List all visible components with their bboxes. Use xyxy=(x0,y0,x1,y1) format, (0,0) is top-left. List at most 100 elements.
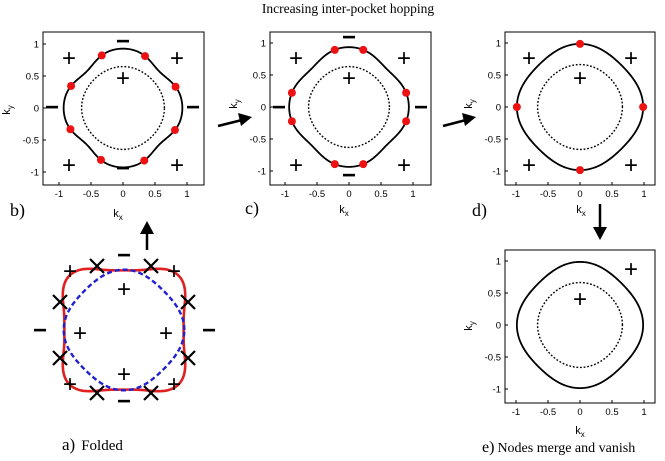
panel-b-sign-plus: + xyxy=(170,152,184,179)
x-tick-label: 1 xyxy=(641,189,646,200)
x-tick-label: 0.5 xyxy=(605,407,618,418)
panel-e-xlabel: kx xyxy=(575,425,585,439)
y-tick-label: 0.5 xyxy=(253,71,266,82)
y-tick-label: 0.5 xyxy=(26,72,39,83)
panel-b-outer-pocket xyxy=(62,47,184,169)
panel-a-sign-plus: + xyxy=(167,258,181,285)
panel-d-xlabel: kx xyxy=(576,204,586,218)
x-tick-label: 0 xyxy=(120,189,125,200)
figure-title: Increasing inter-pocket hopping xyxy=(262,1,434,16)
cross-mark xyxy=(52,350,68,366)
panel-c-sign-minus: − xyxy=(342,24,356,51)
x-tick-label: 1 xyxy=(641,407,646,418)
panel-a-sign-plus: + xyxy=(117,361,131,388)
y-tick-label: -0.5 xyxy=(250,135,266,146)
panel-a-sign-plus: + xyxy=(63,258,77,285)
y-tick-label: -0.5 xyxy=(23,136,39,147)
panel-c-sign-minus: − xyxy=(414,94,428,121)
panel-a-sign-minus: − xyxy=(202,317,216,344)
cross-mark xyxy=(89,385,105,401)
arrow-b-to-c xyxy=(217,113,252,128)
panel-a-crossing-marks xyxy=(52,258,196,401)
panel-a-sign-minus: − xyxy=(33,317,47,344)
panel-d-signs: + + + + + xyxy=(522,45,638,179)
node-point xyxy=(359,160,368,169)
panel-e: -1 -0.5 0 0.5 1 1 0.5 0 -0.5 -1 + + ky kx e) Nodes… xyxy=(463,249,656,456)
panel-c-xlabel: kx xyxy=(339,204,349,218)
panel-d-inner-pocket xyxy=(536,63,624,151)
panel-d-sign-plus: + xyxy=(573,65,587,92)
panel-b-ylabel: ky xyxy=(1,105,15,115)
panel-d-sign-plus: + xyxy=(522,45,536,72)
panel-a-signs: + + + + + + + + + − − − − xyxy=(33,242,216,415)
arrow-d-to-e xyxy=(593,204,607,240)
panel-a-sign-plus: + xyxy=(73,320,87,347)
y-tick-label: -0.5 xyxy=(485,353,501,364)
x-tick-label: -0.5 xyxy=(540,407,556,418)
panel-e-caption: e) Nodes merge and vanish xyxy=(482,439,635,456)
node-point xyxy=(576,39,584,48)
x-tick-label: 0.5 xyxy=(148,189,161,200)
x-tick-label: 1 xyxy=(410,189,415,200)
panel-d-nodes xyxy=(512,39,648,175)
panel-d-sign-plus: + xyxy=(624,152,638,179)
node-point xyxy=(66,125,75,134)
panel-c-sign-minus: − xyxy=(342,162,356,189)
y-tick-label: 0 xyxy=(34,104,39,115)
x-tick-label: -1 xyxy=(55,189,63,200)
panel-b-sign-minus: − xyxy=(45,94,59,121)
node-point xyxy=(330,45,339,54)
cross-mark xyxy=(52,294,68,310)
node-point xyxy=(287,117,296,126)
node-point xyxy=(402,88,411,97)
panel-c-sign-plus: + xyxy=(397,152,411,179)
node-point xyxy=(359,45,368,54)
y-tick-label: -1 xyxy=(493,385,501,396)
panel-d-axes: -1 -0.5 0 0.5 1 1 0.5 0 -0.5 -1 xyxy=(485,39,647,201)
panel-e-signs: + + xyxy=(573,256,638,313)
panel-b-sign-plus: + xyxy=(116,65,130,92)
cross-mark xyxy=(143,385,159,401)
panel-b-sign-minus: − xyxy=(116,155,130,182)
panel-b-sign-plus: + xyxy=(62,152,76,179)
x-tick-label: -1 xyxy=(512,407,520,418)
panel-c-sign-minus: − xyxy=(272,94,286,121)
panel-a-inner-pocket xyxy=(62,268,186,392)
panel-c-sign-plus: + xyxy=(289,45,303,72)
node-point xyxy=(67,81,76,90)
panel-b-xlabel: kx xyxy=(113,208,123,222)
x-tick-label: 1 xyxy=(184,189,189,200)
panel-a-outer-pocket xyxy=(61,267,187,393)
cross-mark xyxy=(180,350,196,366)
x-tick-label: 0.5 xyxy=(605,189,618,200)
node-point xyxy=(512,103,521,111)
panel-c-sign-plus: + xyxy=(289,152,303,179)
y-tick-label: 1 xyxy=(34,40,39,51)
panel-b-sign-plus: + xyxy=(62,45,76,72)
panel-c-label: c) xyxy=(245,198,259,219)
node-point xyxy=(140,156,149,165)
x-tick-label: 0 xyxy=(346,189,351,200)
panel-b-label: b) xyxy=(10,200,25,221)
panel-e-outer-pocket xyxy=(515,260,645,390)
arrow-a-to-b xyxy=(140,221,154,250)
panel-a-sign-plus: + xyxy=(159,320,173,347)
panel-d-sign-plus: + xyxy=(624,45,638,72)
panel-c-inner-pocket xyxy=(307,65,391,149)
panel-a-sign-plus: + xyxy=(167,371,181,398)
panel-e-sign-plus: + xyxy=(624,256,638,283)
panel-d: -1 -0.5 0 0.5 1 1 0.5 0 -0.5 -1 + + + + + ky kx d… xyxy=(463,31,656,221)
panel-b-sign-minus: − xyxy=(116,28,130,55)
panel-a-sign-minus: − xyxy=(117,388,131,415)
panel-c-sign-plus: + xyxy=(342,65,356,92)
panel-a-sign-minus: − xyxy=(117,242,131,269)
y-tick-label: -0.5 xyxy=(485,135,501,146)
panel-b-nodes xyxy=(66,51,180,165)
panel-d-sign-plus: + xyxy=(522,152,536,179)
y-tick-label: 0.5 xyxy=(488,71,501,82)
node-point xyxy=(170,126,179,135)
panel-d-label: d) xyxy=(472,200,487,221)
x-tick-label: -0.5 xyxy=(540,189,556,200)
x-tick-label: -1 xyxy=(512,189,520,200)
